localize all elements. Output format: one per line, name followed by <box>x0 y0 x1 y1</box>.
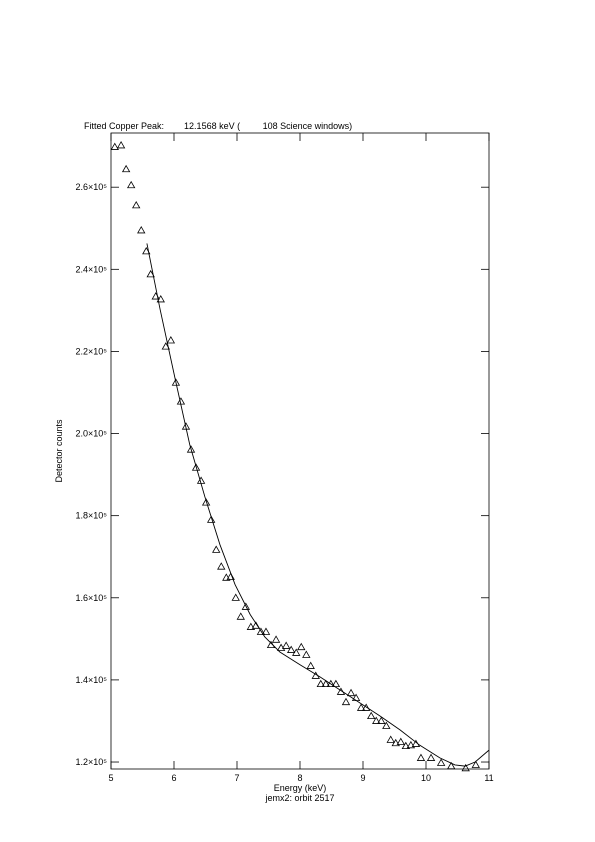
data-point <box>331 679 341 688</box>
data-point <box>321 679 331 688</box>
data-point <box>121 164 131 173</box>
data-point <box>436 758 446 766</box>
data-point <box>191 463 201 471</box>
x-tick-label: 5 <box>108 773 113 783</box>
data-point <box>361 703 371 711</box>
data-point <box>416 753 426 761</box>
y-tick-label: 2.4×10⁵ <box>75 264 107 274</box>
data-point <box>406 740 416 749</box>
data-point <box>166 336 176 344</box>
data-point <box>372 716 381 724</box>
x-tick-label: 8 <box>297 773 302 783</box>
data-point <box>246 622 256 630</box>
x-axis-label: Energy (keV) <box>274 783 327 793</box>
data-point <box>367 711 376 720</box>
data-point <box>316 679 325 688</box>
data-point <box>137 226 146 234</box>
x-tick-label: 7 <box>234 773 239 783</box>
data-point <box>346 688 356 697</box>
y-tick-label: 2.2×10⁵ <box>75 346 107 356</box>
y-tick-label: 1.8×10⁵ <box>75 511 107 521</box>
data-point <box>306 661 315 669</box>
data-point <box>286 645 296 653</box>
data-point <box>461 763 470 772</box>
subtitle: jemx2: orbit 2517 <box>264 793 334 803</box>
chart-title: Fitted Copper Peak: 12.1568 keV ( 108 Sc… <box>84 121 352 131</box>
y-tick-label: 2.0×10⁵ <box>75 429 107 439</box>
data-point <box>261 627 271 635</box>
data-point <box>391 738 400 747</box>
data-point <box>401 741 411 750</box>
data-point <box>161 342 170 350</box>
data-point <box>271 635 281 643</box>
data-point <box>241 602 251 610</box>
y-tick-label: 2.6×10⁵ <box>75 182 107 192</box>
data-point <box>386 735 395 743</box>
data-point <box>326 679 336 688</box>
x-tick-label: 11 <box>484 773 493 783</box>
data-point <box>126 180 136 189</box>
data-point <box>447 761 456 770</box>
data-point <box>116 141 126 149</box>
data-point <box>132 200 141 209</box>
x-tick-label: 6 <box>171 773 176 783</box>
data-point <box>212 545 221 553</box>
data-point <box>341 697 351 706</box>
data-point <box>146 269 155 278</box>
data-point <box>297 642 306 651</box>
fit-line <box>146 243 490 767</box>
data-point <box>231 593 240 601</box>
data-point <box>236 612 245 620</box>
data-point <box>256 627 266 635</box>
data-point <box>377 716 386 724</box>
y-tick-label: 1.6×10⁵ <box>75 593 107 603</box>
data-point <box>171 378 181 386</box>
data-point <box>396 737 405 745</box>
data-point <box>382 721 391 729</box>
data-point <box>281 641 291 649</box>
data-point <box>206 515 216 523</box>
data-point <box>156 294 165 303</box>
y-tick-label: 1.2×10⁵ <box>75 757 107 767</box>
y-axis-label: Detector counts <box>54 419 64 483</box>
data-point <box>292 648 301 656</box>
data-point <box>302 650 311 658</box>
data-point <box>426 753 436 761</box>
data-point <box>201 498 211 506</box>
data-point <box>186 445 196 453</box>
x-tick-label: 9 <box>360 773 365 783</box>
x-tick-label: 10 <box>421 773 431 783</box>
data-point <box>471 760 480 768</box>
y-tick-label: 1.4×10⁵ <box>75 675 107 685</box>
data-point <box>110 142 119 150</box>
data-point <box>356 703 366 711</box>
data-point <box>217 562 226 570</box>
